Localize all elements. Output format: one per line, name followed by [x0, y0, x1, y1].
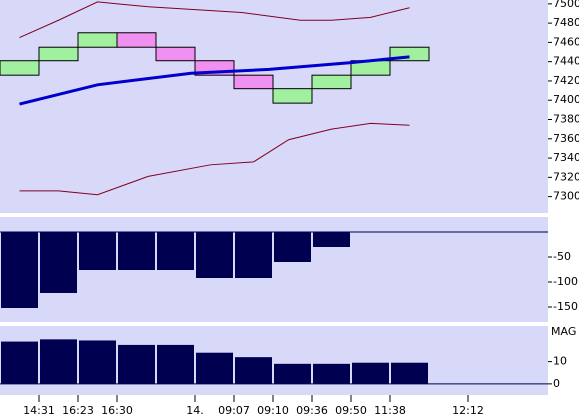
- x-tick-label: 16:23: [62, 404, 94, 417]
- bar: [118, 344, 155, 384]
- y-tick-label: 10: [553, 355, 567, 368]
- bar: [235, 232, 272, 278]
- brick: [0, 60, 40, 76]
- x-tick-label: 16:30: [101, 404, 133, 417]
- y-tick-label: 7480: [553, 16, 579, 29]
- bar: [118, 232, 155, 270]
- brick: [311, 74, 352, 90]
- y-tick-label: 7400: [553, 93, 579, 106]
- y-tick-label: 7320: [553, 170, 579, 183]
- y-tick-label: 7460: [553, 35, 579, 48]
- line: [19, 1, 410, 39]
- x-tick-label: 12:12: [452, 404, 484, 417]
- bar: [40, 339, 77, 384]
- y-tick-label: -100: [553, 275, 578, 288]
- brick: [233, 74, 274, 90]
- y-tick-label: -150: [553, 300, 578, 313]
- bar: [274, 232, 311, 262]
- bar: [40, 232, 77, 293]
- bar: [157, 232, 194, 270]
- x-tick-label: 09:36: [296, 404, 328, 417]
- bar: [1, 232, 38, 308]
- line: [19, 55, 410, 106]
- y-tick-label: 7300: [553, 190, 579, 203]
- brick: [272, 88, 313, 104]
- x-tick-label: 14:31: [23, 404, 55, 417]
- bar: [196, 352, 233, 384]
- bar: [313, 232, 350, 247]
- bar: [391, 362, 428, 384]
- panel-title: MAG: [551, 325, 576, 338]
- x-tick-label: 11:38: [374, 404, 406, 417]
- bar: [1, 341, 38, 384]
- y-tick-label: 7360: [553, 132, 579, 145]
- y-tick-label: 7420: [553, 74, 579, 87]
- x-tick-label: 09:50: [335, 404, 367, 417]
- bar: [79, 340, 116, 384]
- x-tick-label: 09:07: [218, 404, 250, 417]
- line: [19, 122, 410, 196]
- bar: [196, 232, 233, 278]
- y-tick-label: 7340: [553, 151, 579, 164]
- plot-area: [0, 0, 548, 213]
- y-tick-label: 7380: [553, 113, 579, 126]
- brick: [77, 32, 118, 48]
- y-tick-label: 0: [553, 377, 560, 390]
- brick: [38, 46, 79, 62]
- brick: [155, 46, 196, 62]
- brick: [116, 32, 157, 48]
- bar: [313, 363, 350, 384]
- x-tick-label: 14.: [186, 404, 204, 417]
- bar: [235, 357, 272, 384]
- y-tick-label: 7440: [553, 55, 579, 68]
- y-tick-label: -50: [553, 250, 571, 263]
- y-tick-label: 7500: [553, 0, 579, 10]
- bar: [352, 362, 389, 384]
- bar: [157, 344, 194, 384]
- bar: [274, 363, 311, 384]
- bar: [79, 232, 116, 270]
- x-tick-label: 09:10: [257, 404, 289, 417]
